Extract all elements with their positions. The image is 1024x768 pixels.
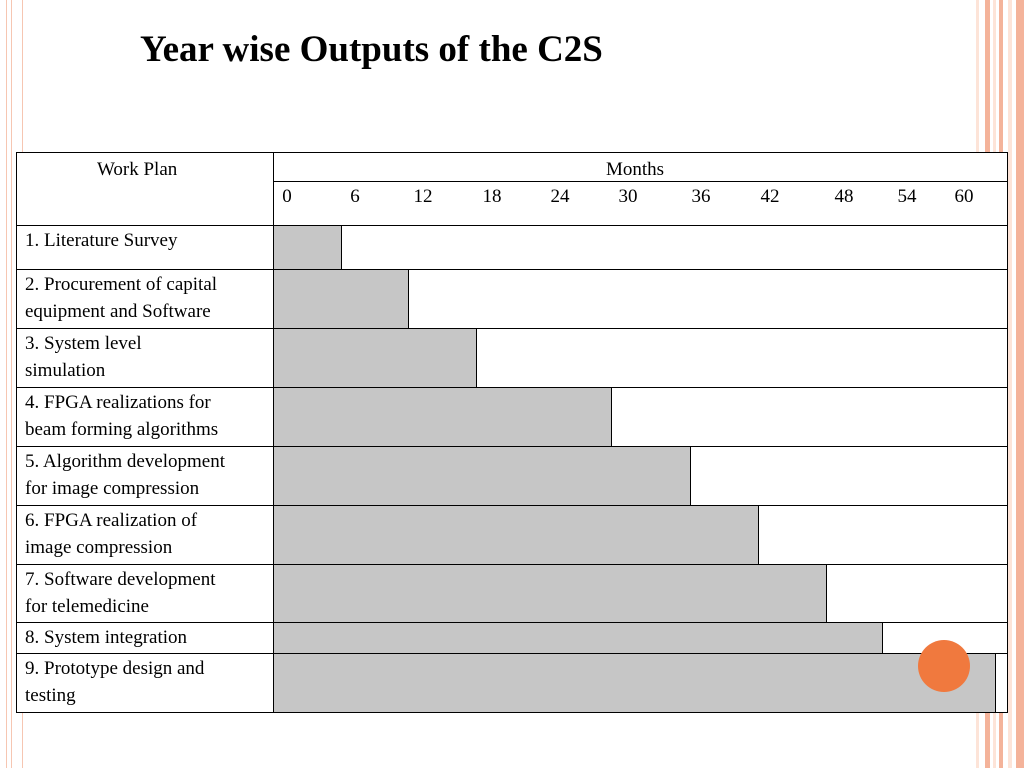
task-label: 8. System integration bbox=[25, 624, 187, 651]
month-tick-label: 48 bbox=[834, 186, 854, 207]
slide-title: Year wise Outputs of the C2S bbox=[140, 29, 603, 70]
task-label-line: testing bbox=[25, 685, 76, 706]
month-tick-label: 18 bbox=[482, 186, 502, 207]
task-label-line: equipment and Software bbox=[25, 301, 211, 322]
right-border-stripe bbox=[1008, 0, 1012, 768]
gantt-table: Work Plan Months 0 6 12 18 24 30 36 42 48 54 60 1.… bbox=[16, 152, 1008, 713]
task-bar bbox=[274, 270, 409, 328]
task-label-line: 9. Prototype design and bbox=[25, 658, 205, 679]
task-bar bbox=[274, 447, 691, 505]
task-label-line: for telemedicine bbox=[25, 596, 149, 617]
months-divider bbox=[274, 181, 1007, 182]
task-bar bbox=[274, 506, 759, 564]
month-tick-label: 0 bbox=[282, 186, 292, 207]
row-divider bbox=[17, 564, 1007, 565]
task-label: 3. System level simulation bbox=[25, 330, 142, 384]
row-divider bbox=[17, 328, 1007, 329]
work-plan-header: Work Plan bbox=[97, 159, 178, 180]
month-tick-label: 42 bbox=[760, 186, 780, 207]
month-tick-label: 60 bbox=[954, 186, 974, 207]
task-label: 1. Literature Survey bbox=[25, 227, 177, 254]
row-divider bbox=[17, 269, 1007, 270]
task-label-line: 6. FPGA realization of bbox=[25, 510, 198, 531]
task-label: 6. FPGA realization of image compression bbox=[25, 507, 197, 561]
task-label-line: 8. System integration bbox=[25, 627, 188, 648]
task-label-line: 1. Literature Survey bbox=[25, 230, 178, 251]
task-label: 7. Software development for telemedicine bbox=[25, 566, 215, 620]
column-divider bbox=[273, 153, 274, 712]
month-tick-label: 6 bbox=[350, 186, 360, 207]
task-bar bbox=[274, 623, 883, 653]
task-label: 9. Prototype design and testing bbox=[25, 655, 204, 709]
month-tick-label: 30 bbox=[618, 186, 638, 207]
month-tick-label: 54 bbox=[897, 186, 917, 207]
task-label: 5. Algorithm development for image compre… bbox=[25, 448, 225, 502]
months-header: Months bbox=[606, 159, 665, 180]
task-label-line: 5. Algorithm development bbox=[25, 451, 226, 472]
left-border-line bbox=[11, 0, 12, 768]
month-tick-label: 36 bbox=[691, 186, 711, 207]
left-border-line bbox=[6, 0, 7, 768]
row-divider bbox=[17, 505, 1007, 506]
task-label-line: for image compression bbox=[25, 478, 200, 499]
task-label-line: image compression bbox=[25, 537, 173, 558]
task-label-line: beam forming algorithms bbox=[25, 419, 219, 440]
task-label-line: simulation bbox=[25, 360, 106, 381]
task-bar bbox=[274, 565, 827, 622]
task-label-line: 4. FPGA realizations for bbox=[25, 392, 211, 413]
task-bar bbox=[274, 388, 612, 446]
month-tick-label: 24 bbox=[550, 186, 570, 207]
row-divider bbox=[17, 446, 1007, 447]
header-bottom-line bbox=[17, 225, 1007, 226]
task-bar bbox=[274, 654, 996, 712]
task-label: 2. Procurement of capital equipment and S… bbox=[25, 271, 217, 325]
month-tick-label: 12 bbox=[413, 186, 433, 207]
task-label: 4. FPGA realizations for beam forming alg… bbox=[25, 389, 218, 443]
row-divider bbox=[17, 653, 1007, 654]
right-border-stripe bbox=[1016, 0, 1024, 768]
row-divider bbox=[17, 387, 1007, 388]
task-label-line: 7. Software development bbox=[25, 569, 216, 590]
task-label-line: 2. Procurement of capital bbox=[25, 274, 218, 295]
task-bar bbox=[274, 329, 477, 387]
task-label-line: 3. System level bbox=[25, 333, 142, 354]
row-divider bbox=[17, 622, 1007, 623]
orange-decorative-dot bbox=[918, 640, 970, 692]
task-bar bbox=[274, 226, 342, 269]
